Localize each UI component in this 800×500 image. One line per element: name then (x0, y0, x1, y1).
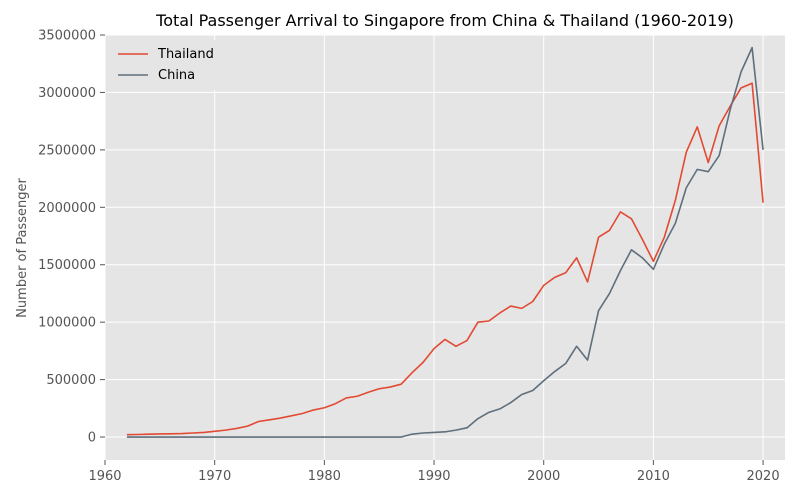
y-tick-label: 2000000 (38, 201, 96, 216)
series-line-thailand (126, 82, 764, 436)
y-tick-label: 2500000 (38, 143, 96, 158)
y-tick-label: 3500000 (38, 29, 96, 44)
chart-title: Total Passenger Arrival to Singapore fro… (155, 11, 734, 30)
legend-box (108, 40, 248, 90)
legend-label-china: China (158, 68, 195, 83)
y-axis-title: Number of Passenger (15, 178, 30, 318)
x-tick-label: 2020 (747, 469, 780, 484)
x-tick-label: 1960 (88, 469, 121, 484)
x-tick-label: 1980 (308, 469, 341, 484)
series-line-china (126, 46, 764, 438)
x-tick-label: 1970 (198, 469, 231, 484)
y-tick-label: 0 (88, 431, 96, 446)
y-tick-label: 3000000 (38, 86, 96, 101)
series-lines (126, 46, 764, 438)
x-tick-label: 2000 (527, 469, 560, 484)
axis-ticks: 1960 1970 1980 1990 2000 2010 2020 0 500000 10000… (38, 29, 780, 485)
y-tick-label: 1000000 (38, 316, 96, 331)
legend: Thailand China (108, 40, 248, 90)
y-tick-label: 1500000 (38, 258, 96, 273)
x-tick-label: 1990 (417, 469, 450, 484)
x-tick-label: 2010 (637, 469, 670, 484)
legend-label-thailand: Thailand (157, 47, 214, 62)
plot-area (105, 35, 785, 460)
y-tick-label: 500000 (46, 373, 96, 388)
